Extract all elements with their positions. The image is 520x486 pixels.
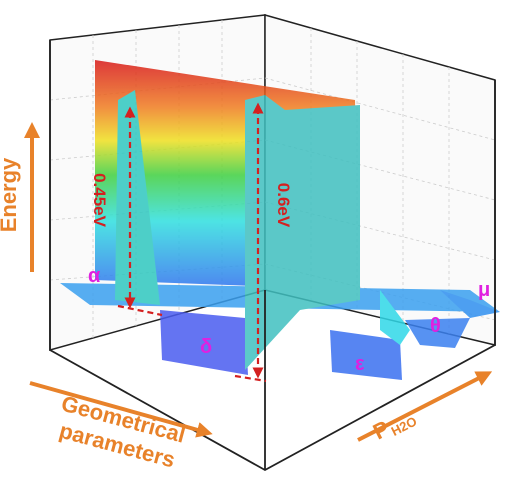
state-label: α: [88, 265, 101, 287]
pressure-main: P: [369, 416, 393, 445]
state-label: δ: [200, 336, 212, 358]
pressure-sub: H2O: [389, 413, 420, 439]
surface: [60, 60, 500, 380]
state-label: θ: [430, 315, 441, 337]
barrier-label: 0.6eV: [274, 183, 293, 228]
barrier-label: 0.45eV: [90, 173, 109, 228]
energy-axis-label: Energy: [0, 157, 21, 232]
state-label: ε: [355, 353, 365, 375]
state-label: μ: [478, 279, 490, 301]
axis-arrows: [24, 122, 493, 442]
barrier-markers: [117, 102, 267, 383]
